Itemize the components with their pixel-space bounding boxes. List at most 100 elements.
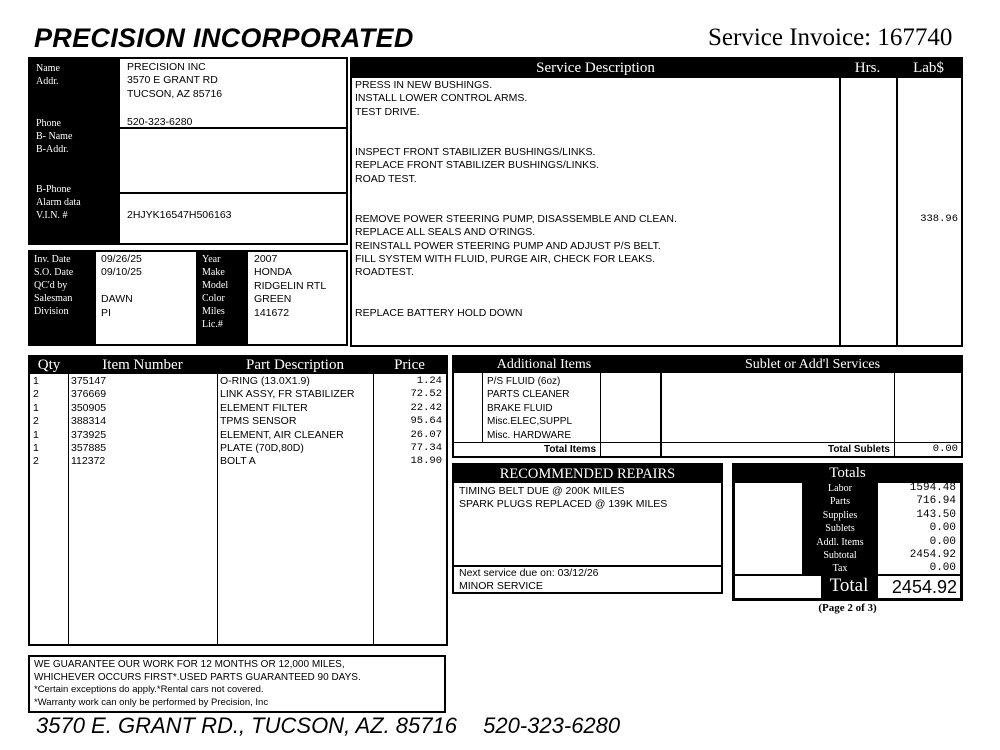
label-b-addr: B-Addr. [36, 144, 69, 155]
part-description: O-RING (13.0X1.9) [220, 375, 310, 387]
recommended-line-2: SPARK PLUGS REPLACED @ 139K MILES [459, 498, 668, 511]
labor-value [900, 92, 958, 105]
service-line [355, 119, 835, 132]
labor-value [900, 79, 958, 92]
label-lic: Lic.# [202, 319, 223, 330]
labor-value [900, 106, 958, 119]
part-price: 1.24 [416, 375, 442, 387]
service-box: Service Description Hrs. Lab$ PRESS IN N… [350, 57, 963, 347]
lab-header: Lab$ [913, 60, 944, 76]
labor-value [900, 293, 958, 306]
service-line: TEST DRIVE. [355, 105, 420, 118]
recommended-box: RECOMMENDED REPAIRS TIMING BELT DUE @ 20… [452, 463, 723, 594]
part-qty: 2 [33, 455, 39, 468]
customer-phone: 520-323-6280 [127, 116, 193, 129]
page-indicator: (Page 2 of 3) [818, 602, 877, 614]
total-sublets-label: Total Sublets [827, 444, 890, 455]
service-line: ROADTEST. [355, 266, 414, 279]
year: 2007 [254, 253, 278, 265]
footer-address: 3570 E. GRANT RD., TUCSON, AZ. 85716 [36, 713, 457, 738]
service-line: REPLACE ALL SEALS AND O'RINGS. [355, 226, 536, 239]
labor-value [900, 133, 958, 146]
hrs-header: Hrs. [854, 60, 881, 76]
part-qty: 1 [33, 375, 39, 387]
service-line: INSPECT FRONT STABILIZER BUSHINGS/LINKS. [355, 145, 596, 158]
labor-value [900, 159, 958, 172]
totals-value: 1594.48 [909, 482, 956, 494]
label-name: Name [36, 63, 60, 74]
additional-item: PARTS CLEANER [487, 389, 570, 401]
miles: 141672 [254, 306, 290, 319]
part-price: 77.34 [410, 441, 442, 454]
parts-box: Qty Item Number Part Description Price 1… [28, 355, 448, 646]
part-item-number: 376669 [71, 388, 107, 401]
warranty-line-4: *Warranty work can only be performed by … [34, 696, 269, 708]
label-miles: Miles [202, 306, 225, 317]
part-item-number: 373925 [71, 428, 107, 441]
additional-item: Misc. HARDWARE [487, 429, 572, 441]
label-inv-date: Inv. Date [34, 254, 71, 265]
label-addr: Addr. [36, 76, 59, 87]
service-line: REPLACE FRONT STABILIZER BUSHINGS/LINKS. [355, 159, 600, 172]
service-line: INSTALL LOWER CONTROL ARMS. [355, 92, 528, 105]
part-price: 72.52 [410, 388, 442, 401]
labor-value [900, 119, 958, 132]
additional-header: Additional Items [496, 357, 592, 372]
parts-row: 2 376669 LINK ASSY, FR STABILIZER 72.52 [30, 388, 446, 401]
service-desc-header: Service Description [536, 60, 655, 76]
item-header: Item Number [102, 357, 183, 373]
part-item-number: 112372 [71, 455, 106, 468]
color: GREEN [254, 293, 292, 306]
labor-value [900, 226, 958, 239]
part-qty: 1 [33, 441, 39, 454]
part-item-number: 357885 [71, 441, 107, 454]
totals-row: Addl. Items 0.00 [802, 536, 962, 549]
parts-row: 1 375147 O-RING (13.0X1.9) 1.24 [30, 375, 446, 388]
so-date: 09/10/25 [101, 266, 142, 279]
part-description: ELEMENT FILTER [220, 401, 308, 414]
part-qty: 2 [33, 388, 39, 401]
service-line: ROAD TEST. [355, 172, 417, 185]
label-b-name: B- Name [36, 131, 73, 142]
labor-value: 338.96 [920, 212, 958, 225]
model: RIDGELIN RTL [254, 279, 327, 292]
grand-total: 2454.92 [878, 576, 960, 598]
labor-value [900, 146, 958, 159]
next-service-due: Next service due on: 03/12/26 [459, 567, 599, 579]
part-price: 95.64 [410, 415, 442, 428]
warranty-line-1: WE GUARANTEE OUR WORK FOR 12 MONTHS OR 1… [34, 659, 345, 670]
label-phone: Phone [36, 118, 61, 129]
label-qc: QC'd by [34, 280, 68, 291]
desc-header: Part Description [246, 357, 344, 373]
label-model: Model [202, 280, 229, 291]
division: PI [101, 306, 111, 319]
invoice-number: Service Invoice: 167740 [708, 24, 953, 51]
next-service-type: MINOR SERVICE [459, 580, 543, 593]
part-qty: 1 [33, 401, 39, 414]
parts-row: 1 373925 ELEMENT, AIR CLEANER 26.07 [30, 429, 446, 442]
totals-value: 0.00 [929, 535, 956, 548]
label-year: Year [202, 254, 221, 265]
totals-value: 0.00 [929, 562, 956, 575]
label-color: Color [202, 293, 225, 304]
warranty-line-2: WHICHEVER OCCURS FIRST*.USED PARTS GUARA… [34, 671, 361, 683]
customer-name: PRECISION INC [127, 61, 206, 73]
label-vin: V.I.N. # [36, 210, 68, 221]
service-line [355, 200, 835, 213]
service-line [355, 293, 835, 306]
labor-value [900, 200, 958, 213]
totals-row: Supplies 143.50 [802, 509, 962, 522]
totals-row: Parts 716.94 [802, 495, 962, 508]
totals-box: Totals Labor 1594.48 Parts 716.94 Supplies 14… [732, 463, 963, 601]
vin-value: 2HJYK16547H506163 [127, 209, 232, 221]
inv-date: 09/26/25 [101, 253, 142, 265]
label-alarm: Alarm data [36, 197, 81, 208]
total-items-label: Total Items [543, 444, 596, 455]
totals-row: Sublets 0.00 [802, 522, 962, 535]
parts-row: 2 112372 BOLT A 18.90 [30, 455, 446, 468]
service-line [355, 280, 835, 293]
totals-row: Labor 1594.48 [802, 482, 962, 495]
additional-box: Additional Items Sublet or Add'l Service… [452, 355, 963, 458]
part-item-number: 375147 [71, 375, 107, 387]
part-description: TPMS SENSOR [220, 415, 297, 428]
